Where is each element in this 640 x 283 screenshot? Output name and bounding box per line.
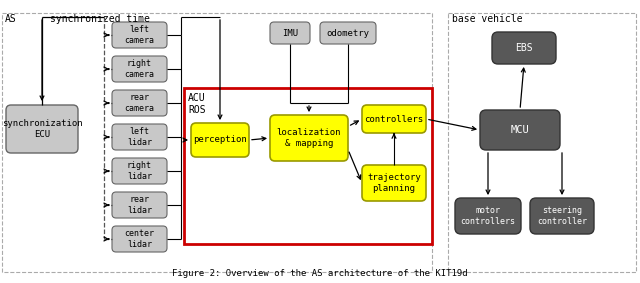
Text: rear
lidar: rear lidar <box>127 195 152 215</box>
Text: base vehicle: base vehicle <box>452 14 522 24</box>
Text: synchronized time: synchronized time <box>50 14 150 24</box>
Text: trajectory
planning: trajectory planning <box>367 173 421 193</box>
Text: EBS: EBS <box>515 43 533 53</box>
FancyBboxPatch shape <box>320 22 376 44</box>
Bar <box>448 13 636 272</box>
FancyBboxPatch shape <box>270 22 310 44</box>
FancyBboxPatch shape <box>112 124 167 150</box>
Text: perception: perception <box>193 136 247 145</box>
Text: Figure 2: Overview of the AS architecture of the KIT19d: Figure 2: Overview of the AS architectur… <box>172 269 468 278</box>
Text: steering
controller: steering controller <box>537 206 587 226</box>
FancyBboxPatch shape <box>112 226 167 252</box>
Bar <box>2 13 432 272</box>
Text: ACU
ROS: ACU ROS <box>188 93 205 115</box>
Text: rear
camera: rear camera <box>125 93 154 113</box>
Text: right
lidar: right lidar <box>127 161 152 181</box>
Text: left
lidar: left lidar <box>127 127 152 147</box>
Text: center
lidar: center lidar <box>125 229 154 249</box>
Text: AS: AS <box>5 14 17 24</box>
FancyBboxPatch shape <box>455 198 521 234</box>
Bar <box>184 88 432 244</box>
Text: controllers: controllers <box>364 115 424 123</box>
FancyBboxPatch shape <box>530 198 594 234</box>
Text: IMU: IMU <box>282 29 298 38</box>
Text: MCU: MCU <box>511 125 529 135</box>
FancyBboxPatch shape <box>480 110 560 150</box>
FancyBboxPatch shape <box>270 115 348 161</box>
FancyBboxPatch shape <box>112 22 167 48</box>
Text: right
camera: right camera <box>125 59 154 79</box>
FancyBboxPatch shape <box>191 123 249 157</box>
FancyBboxPatch shape <box>112 158 167 184</box>
Text: synchronization
ECU: synchronization ECU <box>2 119 83 139</box>
FancyBboxPatch shape <box>362 105 426 133</box>
Text: odometry: odometry <box>326 29 369 38</box>
FancyBboxPatch shape <box>362 165 426 201</box>
Text: motor
controllers: motor controllers <box>461 206 515 226</box>
FancyBboxPatch shape <box>6 105 78 153</box>
FancyBboxPatch shape <box>112 90 167 116</box>
FancyBboxPatch shape <box>112 192 167 218</box>
FancyBboxPatch shape <box>112 56 167 82</box>
Text: left
camera: left camera <box>125 25 154 45</box>
Text: localization
& mapping: localization & mapping <box>276 128 341 148</box>
FancyBboxPatch shape <box>492 32 556 64</box>
